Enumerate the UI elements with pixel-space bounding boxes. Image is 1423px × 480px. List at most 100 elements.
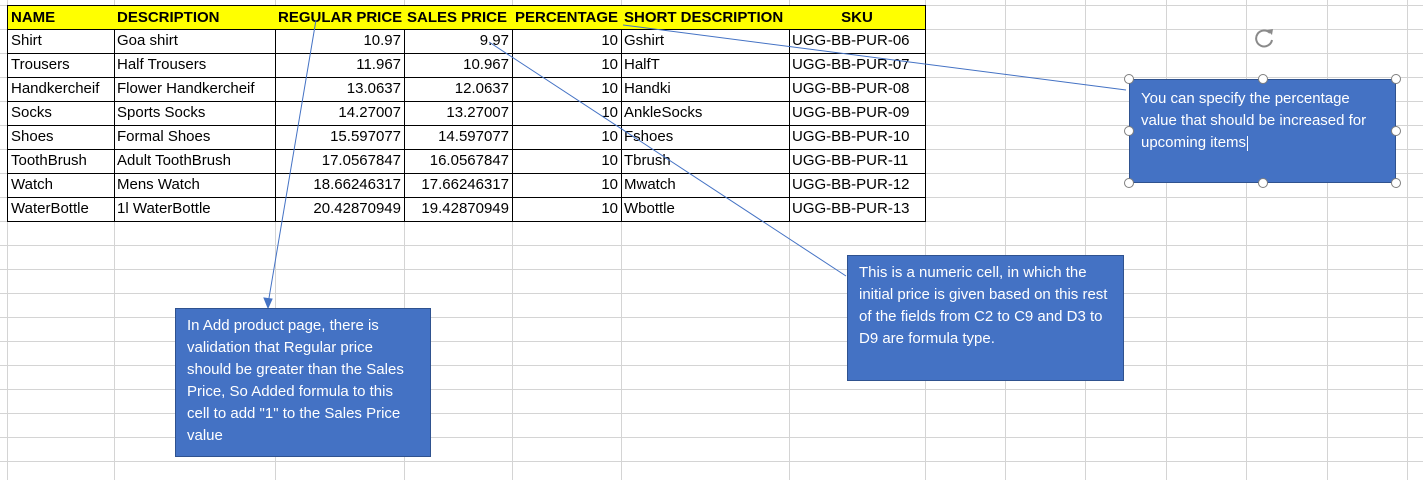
cell-regular-price[interactable]: 17.0567847 — [275, 149, 405, 174]
cell-sku[interactable]: UGG-BB-PUR-07 — [789, 53, 926, 78]
gridline-vertical — [114, 0, 115, 480]
cell-description[interactable]: Half Trousers — [114, 53, 276, 78]
cell-regular-price[interactable]: 11.967 — [275, 53, 405, 78]
gridline-horizontal — [0, 245, 1423, 246]
resize-handle[interactable] — [1391, 74, 1401, 84]
gridline-horizontal — [0, 293, 1423, 294]
cell-short-description[interactable]: Wbottle — [621, 197, 790, 222]
sales-price-callout-text: This is a numeric cell, in which the ini… — [859, 264, 1108, 347]
percentage-callout-text: You can specify the percentage value tha… — [1141, 90, 1367, 151]
percentage-callout[interactable]: You can specify the percentage value tha… — [1129, 79, 1396, 183]
cell-name[interactable]: Handkercheif — [7, 77, 115, 102]
cell-sales-price[interactable]: 12.0637 — [404, 77, 513, 102]
cell-sales-price[interactable]: 17.66246317 — [404, 173, 513, 198]
gridline-horizontal — [0, 389, 1423, 390]
cell-name[interactable]: Socks — [7, 101, 115, 126]
resize-handle[interactable] — [1124, 74, 1134, 84]
cell-description[interactable]: Sports Socks — [114, 101, 276, 126]
cell-sku[interactable]: UGG-BB-PUR-12 — [789, 173, 926, 198]
cell-sales-price[interactable]: 16.0567847 — [404, 149, 513, 174]
cell-percentage[interactable]: 10 — [512, 77, 622, 102]
sales-price-connector-line[interactable] — [488, 41, 847, 277]
cell-sku[interactable]: UGG-BB-PUR-11 — [789, 149, 926, 174]
cell-short-description[interactable]: AnkleSocks — [621, 101, 790, 126]
cell-short-description[interactable]: Tbrush — [621, 149, 790, 174]
cell-sku[interactable]: UGG-BB-PUR-13 — [789, 197, 926, 222]
percentage-connector-line[interactable] — [622, 24, 1127, 91]
gridline-vertical — [1005, 0, 1006, 480]
cell-percentage[interactable]: 10 — [512, 149, 622, 174]
gridline-vertical — [512, 0, 513, 480]
cell-percentage[interactable]: 10 — [512, 101, 622, 126]
resize-handle[interactable] — [1258, 74, 1268, 84]
gridline-horizontal — [0, 341, 1423, 342]
cell-description[interactable]: Mens Watch — [114, 173, 276, 198]
cell-description[interactable]: Adult ToothBrush — [114, 149, 276, 174]
cell-name[interactable]: Watch — [7, 173, 115, 198]
header-cell-sales-price[interactable]: SALES PRICE — [404, 5, 513, 30]
cell-description[interactable]: Formal Shoes — [114, 125, 276, 150]
gridline-horizontal — [0, 317, 1423, 318]
resize-handle[interactable] — [1391, 178, 1401, 188]
cell-short-description[interactable]: Handki — [621, 77, 790, 102]
cell-percentage[interactable]: 10 — [512, 173, 622, 198]
cell-short-description[interactable]: Fshoes — [621, 125, 790, 150]
resize-handle[interactable] — [1124, 126, 1134, 136]
cell-percentage[interactable]: 10 — [512, 125, 622, 150]
cell-name[interactable]: Trousers — [7, 53, 115, 78]
header-cell-short-description[interactable]: SHORT DESCRIPTION — [621, 5, 790, 30]
cell-description[interactable]: Goa shirt — [114, 29, 276, 54]
cell-short-description[interactable]: Gshirt — [621, 29, 790, 54]
header-cell-description[interactable]: DESCRIPTION — [114, 5, 276, 30]
cell-regular-price[interactable]: 15.597077 — [275, 125, 405, 150]
cell-sales-price[interactable]: 14.597077 — [404, 125, 513, 150]
resize-handle[interactable] — [1258, 178, 1268, 188]
sales-price-callout[interactable]: This is a numeric cell, in which the ini… — [847, 255, 1124, 381]
cell-short-description[interactable]: Mwatch — [621, 173, 790, 198]
gridline-vertical — [925, 0, 926, 480]
gridline-vertical — [275, 0, 276, 480]
cell-regular-price[interactable]: 18.66246317 — [275, 173, 405, 198]
cell-sku[interactable]: UGG-BB-PUR-06 — [789, 29, 926, 54]
gridline-horizontal — [0, 269, 1423, 270]
cell-percentage[interactable]: 10 — [512, 197, 622, 222]
cell-sales-price[interactable]: 13.27007 — [404, 101, 513, 126]
gridline-vertical — [1166, 0, 1167, 480]
gridline-vertical — [1085, 0, 1086, 480]
cell-regular-price[interactable]: 14.27007 — [275, 101, 405, 126]
header-cell-name[interactable]: NAME — [7, 5, 115, 30]
cell-regular-price[interactable]: 20.42870949 — [275, 197, 405, 222]
cell-short-description[interactable]: HalfT — [621, 53, 790, 78]
cell-sales-price[interactable]: 10.967 — [404, 53, 513, 78]
gridline-vertical — [621, 0, 622, 480]
resize-handle[interactable] — [1124, 178, 1134, 188]
gridline-horizontal — [0, 365, 1423, 366]
cell-regular-price[interactable]: 10.97 — [275, 29, 405, 54]
cell-sales-price[interactable]: 19.42870949 — [404, 197, 513, 222]
cell-percentage[interactable]: 10 — [512, 29, 622, 54]
gridline-vertical — [1407, 0, 1408, 480]
cell-name[interactable]: WaterBottle — [7, 197, 115, 222]
cell-sku[interactable]: UGG-BB-PUR-08 — [789, 77, 926, 102]
cell-percentage[interactable]: 10 — [512, 53, 622, 78]
cell-regular-price[interactable]: 13.0637 — [275, 77, 405, 102]
regular-price-connector-line[interactable] — [267, 19, 317, 305]
resize-handle[interactable] — [1391, 126, 1401, 136]
regular-price-arrowhead — [263, 297, 273, 310]
cell-name[interactable]: Shoes — [7, 125, 115, 150]
header-cell-sku[interactable]: SKU — [789, 5, 926, 30]
cell-sku[interactable]: UGG-BB-PUR-09 — [789, 101, 926, 126]
regular-price-callout[interactable]: In Add product page, there is validation… — [175, 308, 431, 457]
cell-name[interactable]: ToothBrush — [7, 149, 115, 174]
header-cell-regular-price[interactable]: REGULAR PRICE — [275, 5, 405, 30]
gridline-vertical — [1246, 0, 1247, 480]
cell-sales-price[interactable]: 9.97 — [404, 29, 513, 54]
cell-name[interactable]: Shirt — [7, 29, 115, 54]
gridline-horizontal — [0, 437, 1423, 438]
cell-sku[interactable]: UGG-BB-PUR-10 — [789, 125, 926, 150]
rotate-icon[interactable] — [1251, 25, 1277, 51]
cell-description[interactable]: 1l WaterBottle — [114, 197, 276, 222]
cell-description[interactable]: Flower Handkercheif — [114, 77, 276, 102]
